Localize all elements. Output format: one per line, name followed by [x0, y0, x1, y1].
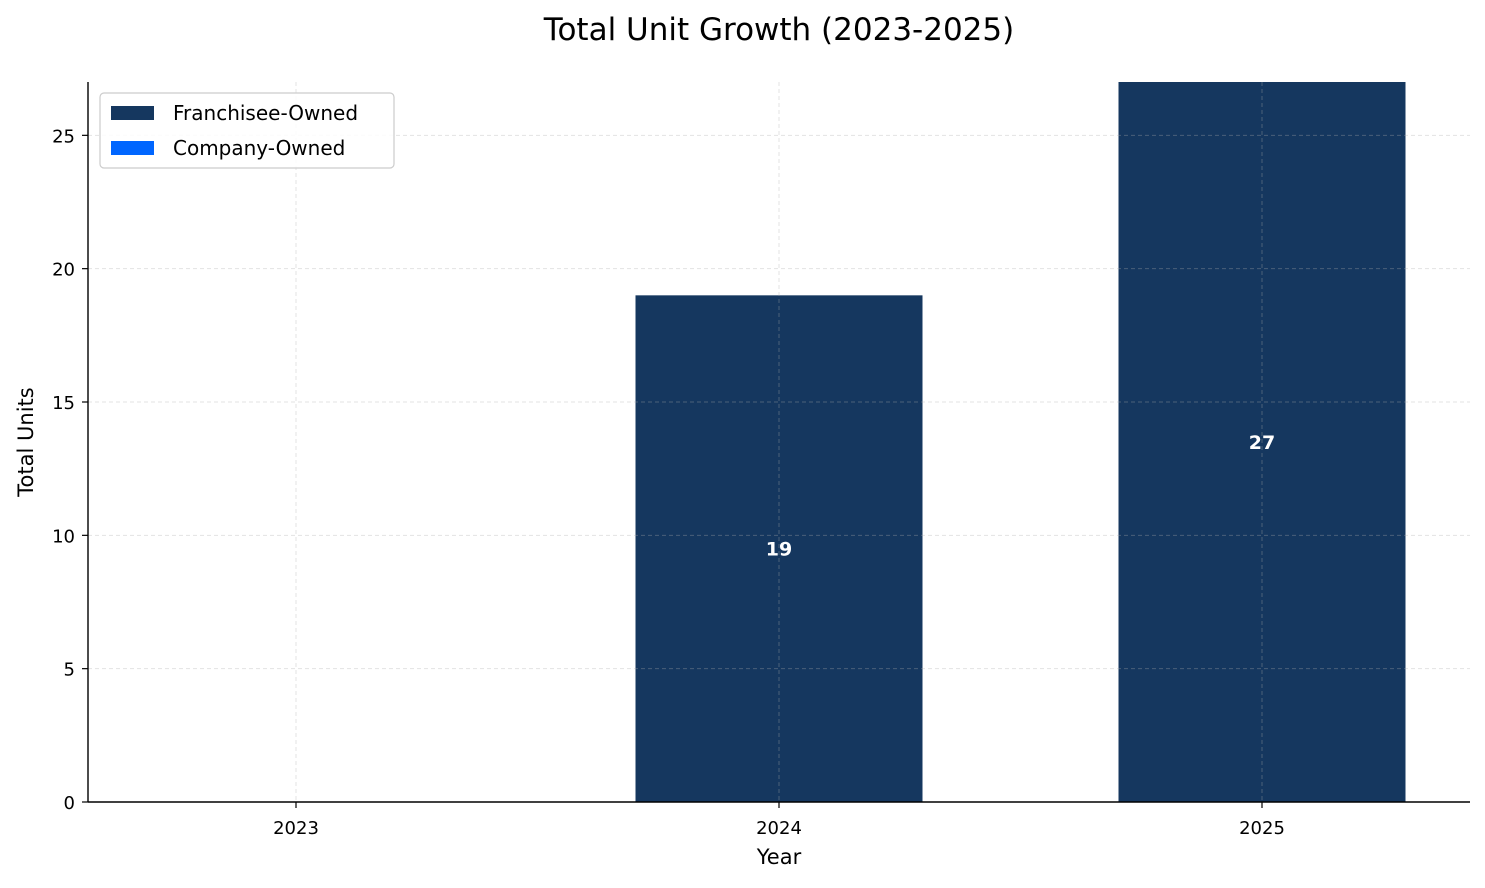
y-tick-label: 25 — [52, 126, 75, 147]
y-tick-label: 15 — [52, 393, 75, 414]
bar-data-label-2024: 19 — [766, 539, 792, 561]
y-tick-label: 20 — [52, 260, 75, 281]
y-tick-label: 0 — [64, 793, 75, 814]
bars — [635, 82, 1406, 802]
y-tick-label: 5 — [64, 660, 75, 681]
legend-swatch-franchisee-owned — [111, 106, 154, 120]
legend-swatch-company-owned — [111, 141, 154, 155]
x-tick-label: 2024 — [756, 818, 802, 839]
legend-box — [99, 92, 395, 169]
x-tick-label: 2023 — [273, 818, 319, 839]
x-axis-label: Year — [756, 845, 802, 869]
legend-label-franchisee-owned: Franchisee-Owned — [173, 101, 358, 125]
legend-label-company-owned: Company-Owned — [173, 136, 345, 160]
bar-franchisee-owned-2025 — [1118, 82, 1406, 802]
bar-data-label-2025: 27 — [1249, 432, 1275, 454]
x-tick-label: 2025 — [1239, 818, 1285, 839]
y-axis-label: Total Units — [14, 387, 38, 497]
y-tick-label: 10 — [52, 526, 75, 547]
legend: Franchisee-Owned Company-Owned — [99, 92, 395, 169]
bar-franchisee-owned-2024 — [635, 295, 923, 802]
chart-title: Total Unit Growth (2023-2025) — [543, 12, 1014, 48]
grid-lines — [88, 82, 1470, 802]
